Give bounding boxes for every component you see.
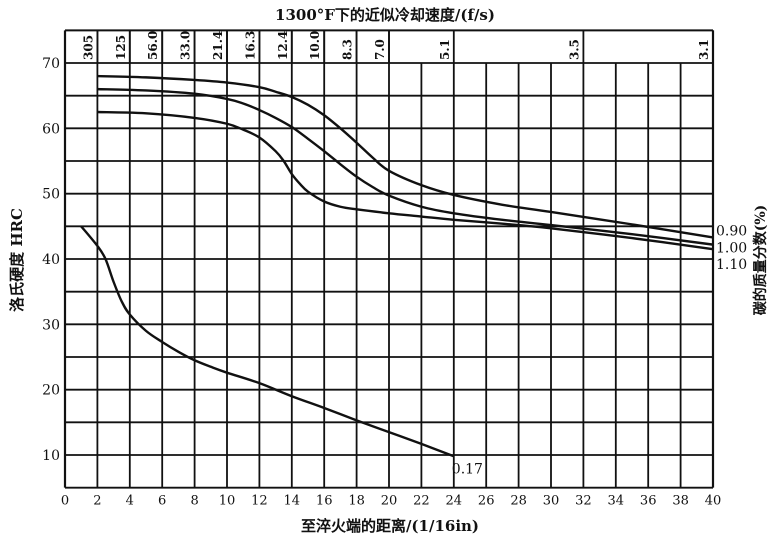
x-axis-label: 至淬火端的距离/(1/16in)	[301, 517, 479, 535]
y-tick-label: 60	[42, 121, 60, 137]
x-tick-label: 18	[348, 494, 365, 509]
cooling-rate-label: 21.4	[211, 31, 225, 60]
curve-0.17	[80, 225, 455, 458]
cooling-rate-label: 5.1	[438, 39, 452, 60]
cooling-rate-label: 12.4	[276, 31, 290, 60]
curve-1.10	[97, 110, 714, 251]
y-axis-label: 洛氏硬度 HRC	[8, 208, 26, 312]
x-tick-label: 30	[543, 494, 560, 509]
curve-1.00	[97, 87, 714, 246]
x-tick-label: 34	[608, 494, 625, 509]
series-label: 1.00	[716, 241, 747, 257]
cooling-rate-label: 16.3	[243, 31, 257, 60]
x-tick-label: 10	[219, 494, 236, 509]
x-tick-label: 26	[478, 494, 495, 509]
x-tick-label: 14	[284, 494, 301, 509]
y-tick-label: 70	[42, 56, 60, 72]
x-tick-label: 4	[126, 494, 134, 509]
right-axis-label: 碳的质量分数(%)	[752, 205, 769, 316]
cooling-rate-label: 10.0	[308, 31, 322, 60]
x-tick-label: 24	[446, 494, 463, 509]
series-label: 1.10	[716, 257, 747, 273]
y-tick-label: 50	[42, 187, 60, 203]
x-tick-labels: 0 2 4 6 8 10 12 14 16 18 20 22 24 26 28 30 32 34 36 38 40	[61, 494, 721, 509]
y-tick-label: 10	[42, 448, 60, 464]
cooling-rate-label: 8.3	[341, 39, 355, 60]
cooling-rate-label: 305	[81, 35, 95, 60]
grid	[63, 29, 715, 489]
y-tick-label: 20	[42, 383, 60, 399]
x-tick-label: 40	[705, 494, 722, 509]
x-tick-label: 2	[93, 494, 101, 509]
cooling-rate-band: 305 125 56.0 33.0 21.4 16.3 12.4 10.0 8.3 7.0 5.1 3…	[81, 30, 714, 63]
x-tick-label: 32	[575, 494, 592, 509]
x-tick-label: 16	[316, 494, 333, 509]
series-label: 0.90	[716, 223, 747, 239]
y-tick-labels: 10 20 30 40 50 60 70	[42, 56, 60, 464]
cooling-rate-label: 33.0	[179, 31, 193, 60]
curve-0.90	[97, 74, 714, 239]
top-axis-title: 1300°F下的近似冷却速度/(f/s)	[275, 6, 495, 24]
cooling-rate-label: 3.5	[567, 39, 581, 60]
x-tick-label: 0	[61, 494, 69, 509]
curves: 0.90 1.001.10 0.17	[80, 74, 747, 477]
x-tick-label: 8	[190, 494, 198, 509]
x-tick-label: 38	[672, 494, 689, 509]
x-tick-label: 36	[640, 494, 657, 509]
x-tick-label: 22	[413, 494, 430, 509]
x-tick-label: 12	[251, 494, 268, 509]
series-label: 0.17	[452, 461, 483, 477]
cooling-rate-label: 3.1	[697, 39, 711, 60]
x-tick-label: 6	[158, 494, 166, 509]
x-tick-label: 28	[510, 494, 527, 509]
cooling-rate-label: 7.0	[373, 39, 387, 60]
x-tick-label: 20	[381, 494, 398, 509]
y-tick-label: 40	[42, 252, 60, 268]
cooling-rate-label: 56.0	[146, 31, 160, 60]
cooling-rate-label: 125	[114, 35, 128, 60]
y-tick-label: 30	[42, 317, 60, 333]
